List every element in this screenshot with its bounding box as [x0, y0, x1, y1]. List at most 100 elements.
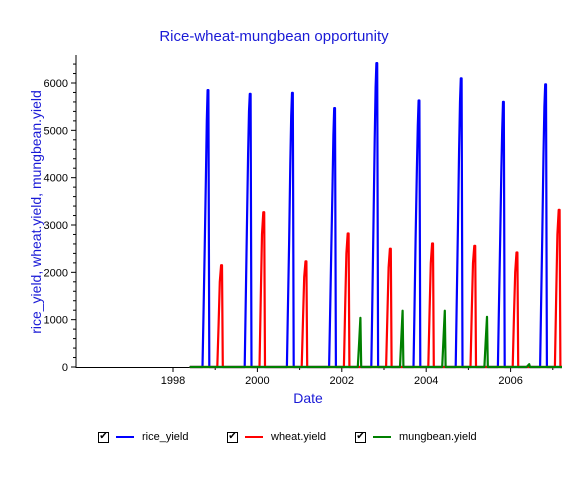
chart-title: Rice-wheat-mungbean opportunity	[159, 28, 389, 45]
data-point-rice-yield	[332, 134, 334, 136]
legend-label-rice: rice_yield	[142, 431, 189, 443]
x-tick-label: 2000	[245, 375, 269, 387]
data-point-mungbean-yield	[359, 317, 361, 319]
legend-label-mungbean: mungbean.yield	[399, 431, 477, 443]
x-tick-label: 2004	[414, 375, 438, 387]
data-point-rice-yield	[376, 62, 378, 64]
data-point-mungbean-yield	[526, 366, 528, 368]
data-point-mungbean-yield	[529, 366, 531, 368]
data-point-rice-yield	[246, 233, 248, 236]
data-point-mungbean-yield	[527, 364, 529, 367]
legend-item-wheat[interactable]: ✔ wheat.yield	[227, 427, 326, 447]
data-point-rice-yield	[418, 99, 421, 102]
legend-label-wheat: wheat.yield	[271, 431, 327, 443]
data-point-rice-yield	[334, 107, 336, 109]
legend-checkbox-rice[interactable]: ✔	[98, 431, 109, 443]
data-point-rice-yield	[415, 238, 417, 240]
data-point-wheat-yield	[261, 233, 263, 236]
data-point-mungbean-yield	[401, 310, 404, 312]
legend-swatch-mungbean	[373, 436, 391, 438]
data-point-rice-yield	[330, 248, 332, 250]
data-point-rice-yield	[499, 243, 501, 245]
data-point-rice-yield	[545, 83, 547, 86]
data-point-mungbean-yield	[357, 366, 359, 368]
data-point-rice-yield	[207, 89, 209, 91]
data-point-rice-yield	[244, 309, 247, 311]
data-point-wheat-yield	[555, 295, 557, 297]
plot-layer: 0 1000 2000 3000 4000 5000 6000 1998 2000 2002 200…	[44, 55, 562, 387]
data-point-rice-yield	[418, 99, 420, 102]
data-point-wheat-yield	[471, 309, 473, 311]
data-point-rice-yield	[206, 120, 208, 122]
data-point-wheat-yield	[262, 211, 264, 213]
y-tick-label: 5000	[44, 125, 68, 137]
data-point-wheat-yield	[220, 264, 222, 266]
data-point-wheat-yield	[221, 264, 223, 266]
data-point-rice-yield	[372, 229, 375, 231]
data-point-wheat-yield	[432, 242, 434, 245]
data-point-rice-yield	[503, 101, 505, 103]
legend: ✔ rice_yield ✔ wheat.yield ✔ mungbean.yi…	[0, 427, 562, 447]
data-point-wheat-yield	[558, 209, 561, 211]
data-point-rice-yield	[371, 309, 373, 311]
data-point-rice-yield	[287, 314, 289, 316]
data-point-rice-yield	[544, 83, 546, 86]
data-point-wheat-yield	[260, 295, 262, 297]
data-point-rice-yield	[292, 92, 294, 94]
series-line-wheat-yield	[189, 208, 562, 369]
data-point-mungbean-yield	[483, 366, 486, 368]
data-point-wheat-yield	[472, 262, 474, 264]
y-axis-label: rice_yield, wheat.yield, mungbean.yield	[28, 90, 44, 334]
data-point-wheat-yield	[344, 304, 346, 307]
data-point-rice-yield	[202, 319, 204, 321]
legend-item-rice[interactable]: ✔ rice_yield	[98, 427, 188, 447]
data-point-mungbean-yield	[442, 338, 445, 340]
data-point-rice-yield	[374, 139, 376, 141]
data-point-rice-yield	[459, 101, 461, 103]
data-point-rice-yield	[542, 153, 545, 155]
data-point-rice-yield	[291, 92, 293, 94]
x-tick-label: 2002	[330, 375, 354, 387]
data-point-wheat-yield	[474, 245, 476, 247]
data-point-rice-yield	[205, 177, 207, 179]
data-point-rice-yield	[374, 87, 377, 89]
data-point-wheat-yield	[388, 267, 390, 269]
y-tick-label: 4000	[44, 173, 68, 185]
data-point-rice-yield	[541, 233, 543, 236]
data-point-rice-yield	[543, 106, 545, 108]
data-point-rice-yield	[498, 314, 500, 316]
y-tick-label: 3000	[44, 220, 68, 232]
data-point-wheat-yield	[305, 260, 307, 263]
data-point-mungbean-yield	[441, 366, 443, 368]
legend-swatch-rice	[116, 436, 134, 438]
data-point-wheat-yield	[347, 232, 350, 235]
y-tick-label: 0	[62, 362, 68, 374]
data-point-wheat-yield	[303, 276, 305, 278]
data-point-rice-yield	[461, 77, 463, 79]
data-point-rice-yield	[289, 162, 291, 165]
data-point-mungbean-yield	[358, 342, 360, 344]
legend-item-mungbean[interactable]: ✔ mungbean.yield	[355, 427, 477, 447]
data-point-wheat-yield	[516, 251, 518, 254]
data-point-mungbean-yield	[485, 340, 487, 342]
data-point-wheat-yield	[513, 314, 515, 316]
data-point-rice-yield	[416, 167, 418, 169]
data-point-wheat-yield	[217, 323, 220, 325]
series-line-mungbean-yield	[189, 309, 562, 369]
data-point-mungbean-yield	[399, 366, 401, 368]
data-point-rice-yield	[457, 229, 459, 231]
data-point-wheat-yield	[389, 248, 391, 250]
legend-checkbox-wheat[interactable]: ✔	[227, 431, 238, 443]
y-tick-label: 2000	[44, 267, 68, 279]
legend-checkbox-mungbean[interactable]: ✔	[355, 431, 366, 443]
data-point-mungbean-yield	[487, 366, 489, 368]
data-point-rice-yield	[204, 248, 206, 250]
data-point-wheat-yield	[473, 245, 475, 247]
data-point-rice-yield	[333, 107, 335, 109]
data-point-mungbean-yield	[402, 366, 405, 368]
data-point-mungbean-yield	[360, 366, 362, 368]
data-point-rice-yield	[331, 186, 334, 188]
data-point-wheat-yield	[428, 309, 431, 311]
data-point-rice-yield	[329, 319, 331, 321]
chart-svg: Rice-wheat-mungbean opportunity rice_yie…	[28, 28, 562, 406]
